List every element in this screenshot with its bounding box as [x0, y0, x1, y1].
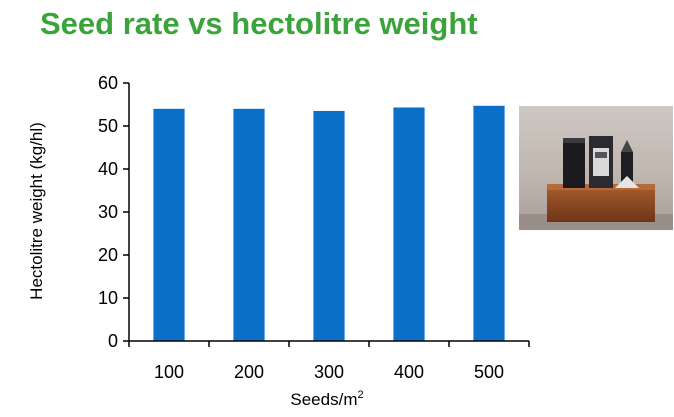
x-tick-label: 100 — [154, 362, 184, 382]
bar-500 — [473, 105, 505, 341]
x-tick-label: 500 — [474, 362, 504, 382]
bar-300 — [313, 110, 345, 341]
bar-200 — [233, 108, 265, 341]
x-tick-label: 300 — [314, 362, 344, 382]
x-tick-label: 400 — [394, 362, 424, 382]
bar-400 — [393, 107, 425, 341]
x-axis-ticks: 100 200 300 400 500 — [128, 341, 530, 382]
y-axis-label: Hectolitre weight (kg/hl) — [27, 122, 46, 300]
x-tick-label: 200 — [234, 362, 264, 382]
y-tick-label: 30 — [98, 202, 118, 222]
y-tick-label: 50 — [98, 116, 118, 136]
bar-series — [153, 105, 505, 341]
y-tick-label: 10 — [98, 288, 118, 308]
y-tick-label: 0 — [108, 331, 118, 351]
x-axis-label: Seeds/m2 — [290, 389, 363, 409]
y-tick-label: 40 — [98, 159, 118, 179]
x-axis-label-superscript: 2 — [357, 389, 363, 401]
page-title: Seed rate vs hectolitre weight — [40, 6, 478, 41]
y-tick-label: 20 — [98, 245, 118, 265]
bar-100 — [153, 108, 185, 341]
x-axis-label-text: Seeds/m — [290, 390, 357, 409]
y-tick-label: 60 — [98, 73, 118, 93]
y-axis-ticks: 0 10 20 30 40 50 60 — [98, 73, 129, 351]
hectolitre-weight-scale-photo — [519, 106, 673, 230]
